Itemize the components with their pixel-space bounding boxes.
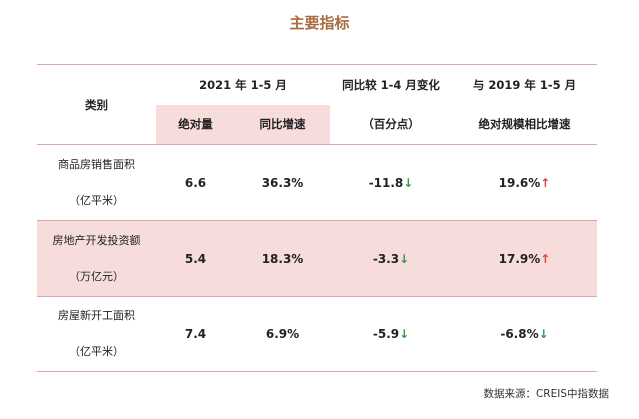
absolute-value: 5.4 — [156, 220, 235, 297]
category-cell: 商品房销售面积 （亿平米） — [37, 144, 156, 221]
header-row-bottom: 绝对量 同比增速 （百分点） 绝对规模相比增速 — [37, 104, 597, 145]
vs-2019-header: 与 2019 年 1-5 月 — [452, 64, 598, 105]
yoy-value: 18.3% — [235, 220, 331, 297]
vs-2019-cell: 19.6%↑ — [452, 144, 598, 221]
category-unit: （万亿元） — [69, 269, 124, 283]
category-header: 类别 — [37, 64, 156, 145]
yoy-header: 同比增速 — [235, 104, 331, 145]
absolute-value: 7.4 — [156, 296, 235, 372]
change-cell: -11.8↓ — [330, 144, 453, 221]
yoy-value: 36.3% — [235, 144, 331, 221]
category-name: 商品房销售面积 — [58, 157, 135, 171]
table-row: 房地产开发投资额 （万亿元） 5.4 18.3% -3.3↓ 17.9%↑ — [37, 220, 598, 297]
table-row: 房屋新开工面积 （亿平米） 7.4 6.9% -5.9↓ -6.8%↓ — [37, 296, 598, 372]
down-arrow-icon: ↓ — [399, 251, 410, 266]
pct-points-header: （百分点） — [362, 117, 420, 132]
change-cell: -5.9↓ — [330, 296, 453, 372]
absolute-value: 6.6 — [156, 144, 235, 221]
down-arrow-icon: ↓ — [538, 327, 549, 341]
vs-2019-cell: -6.8%↓ — [452, 296, 598, 372]
category-name: 房地产开发投资额 — [52, 233, 141, 247]
absolute-header: 绝对量 — [156, 104, 235, 145]
up-arrow-icon: ↑ — [540, 175, 551, 190]
change-cell: -3.3↓ — [330, 220, 453, 297]
vs-2019-cell: 17.9%↑ — [452, 220, 598, 297]
change-value: -11.8 — [368, 175, 404, 190]
vs-2019-subheader: 绝对规模相比增速 — [478, 117, 571, 132]
vs-2019-value: 17.9% — [498, 251, 541, 266]
change-value: -5.9 — [372, 327, 400, 341]
change-header: 同比较 1-4 月变化 — [330, 64, 453, 105]
yoy-value: 6.9% — [235, 296, 331, 372]
change-value: -3.3 — [372, 251, 400, 266]
category-cell: 房地产开发投资额 （万亿元） — [37, 220, 156, 297]
up-arrow-icon: ↑ — [540, 251, 551, 266]
down-arrow-icon: ↓ — [399, 327, 410, 341]
category-cell: 房屋新开工面积 （亿平米） — [37, 296, 156, 372]
category-unit: （亿平米） — [69, 193, 124, 207]
data-source-note: 数据来源：CREIS中指数据 — [483, 388, 609, 400]
indicators-table: 类别 2021 年 1-5 月 同比较 1-4 月变化 与 2019 年 1-5… — [37, 64, 598, 372]
down-arrow-icon: ↓ — [403, 175, 414, 190]
vs-2019-value: -6.8% — [500, 327, 539, 341]
vs-2019-value: 19.6% — [498, 175, 541, 190]
category-unit: （亿平米） — [69, 345, 124, 358]
category-name: 房屋新开工面积 — [58, 309, 135, 322]
page-title: 主要指标 — [289, 14, 350, 32]
group-2021-header: 2021 年 1-5 月 — [156, 64, 331, 105]
table-row: 商品房销售面积 （亿平米） 6.6 36.3% -11.8↓ 19.6%↑ — [37, 144, 598, 221]
header-row-top: 类别 2021 年 1-5 月 同比较 1-4 月变化 与 2019 年 1-5… — [37, 64, 598, 145]
